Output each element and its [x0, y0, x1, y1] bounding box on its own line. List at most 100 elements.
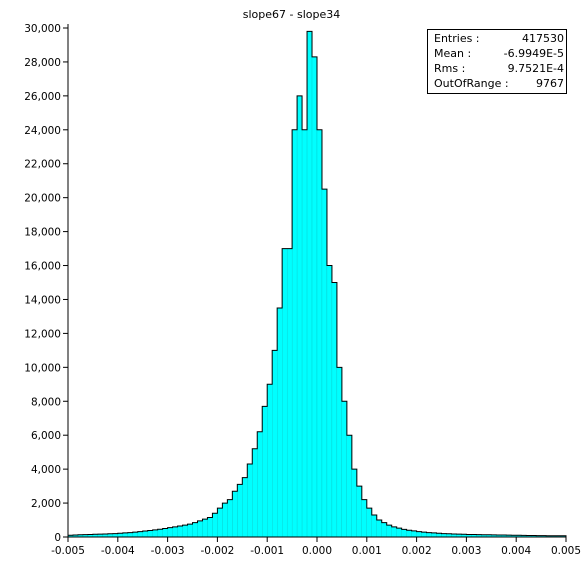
histogram-bar [341, 401, 348, 538]
histogram-bar [137, 531, 143, 538]
y-tick-label: 14,000 [24, 294, 61, 306]
stats-row-mean: Mean : -6.9949E-5 [434, 46, 564, 61]
histogram-bar [192, 522, 198, 538]
histogram-bar [421, 531, 427, 538]
histogram-bar [237, 484, 243, 538]
y-tick-label: 0 [54, 532, 61, 544]
histogram-bars [67, 30, 567, 538]
y-tick-label: 2,000 [31, 498, 61, 510]
histogram-bar [217, 508, 223, 538]
x-tick-label: 0.002 [402, 545, 432, 557]
x-tick-label: -0.002 [200, 545, 234, 557]
x-tick-label: 0.005 [551, 545, 581, 557]
histogram-bar [112, 533, 118, 538]
histogram-bar [326, 265, 333, 538]
histogram-bar [247, 463, 253, 538]
histogram-bar [371, 514, 377, 538]
histogram-bar [272, 350, 278, 538]
histogram-outline [67, 30, 567, 537]
histogram-bar [301, 129, 308, 538]
histogram-bar [361, 499, 367, 538]
histogram-bar [142, 530, 148, 538]
y-tick-label: 26,000 [24, 91, 61, 103]
histogram-bar [411, 530, 417, 538]
y-tick-label: 6,000 [31, 430, 61, 442]
histogram-bar [316, 129, 323, 538]
histogram-bar [366, 508, 372, 538]
stats-row-outofrange: OutOfRange : 9767 [434, 76, 564, 91]
x-tick-label: 0.004 [501, 545, 531, 557]
y-tick-label: 30,000 [24, 23, 61, 35]
histogram-bar [242, 477, 248, 538]
stats-value: 9767 [536, 77, 564, 90]
y-tick-label: 12,000 [24, 328, 61, 340]
histogram-bar [431, 532, 437, 538]
histogram-bar [346, 435, 352, 538]
histogram-bar [401, 529, 407, 538]
histogram-bar [351, 469, 357, 538]
histogram-bar [167, 527, 173, 538]
x-tick-label: 0.000 [302, 545, 332, 557]
y-tick-label: 24,000 [24, 125, 61, 137]
histogram-bar [277, 307, 283, 538]
histogram-bar [162, 528, 168, 538]
stats-value: 417530 [522, 32, 564, 45]
histogram-bar [202, 519, 208, 538]
stats-box: Entries : 417530 Mean : -6.9949E-5 Rms :… [427, 29, 567, 94]
histogram-bar [436, 533, 442, 538]
histogram-bar [207, 517, 213, 538]
histogram-bar [331, 282, 338, 538]
histogram-bar [321, 189, 328, 538]
stats-value: 9.7521E-4 [507, 62, 564, 75]
histogram-bar [182, 524, 188, 538]
stats-label: Rms : [434, 62, 466, 75]
x-tick-label: -0.003 [151, 545, 185, 557]
histogram-bar [157, 529, 163, 538]
histogram-bar [396, 528, 402, 538]
stats-label: OutOfRange : [434, 77, 509, 90]
stats-row-entries: Entries : 417530 [434, 31, 564, 46]
x-tick-label: 0.003 [451, 545, 481, 557]
y-tick-label: 18,000 [24, 227, 61, 239]
x-tick-label: -0.004 [101, 545, 135, 557]
histogram-bar [311, 56, 318, 538]
histogram-bar [391, 526, 397, 538]
histogram-bar [262, 406, 268, 538]
x-tick-label: -0.005 [51, 545, 85, 557]
histogram-bar [426, 532, 432, 538]
histogram-bar [406, 530, 412, 538]
histogram-bar [122, 532, 128, 538]
histogram-bar [306, 31, 313, 538]
histogram-bar [222, 502, 228, 538]
histogram-bar [177, 525, 183, 538]
histogram-bar [376, 519, 382, 538]
y-tick-label: 22,000 [24, 159, 61, 171]
histogram-bar [257, 431, 263, 538]
stats-label: Mean : [434, 47, 472, 60]
y-tick-label: 28,000 [24, 57, 61, 69]
histogram-bar [147, 530, 153, 538]
histogram-bar [356, 485, 362, 538]
histogram-bar [296, 95, 303, 538]
histogram-bar [291, 129, 298, 538]
x-tick-label: 0.001 [352, 545, 382, 557]
histogram-bar [197, 520, 203, 538]
histogram-bar [386, 524, 392, 538]
histogram-bar [212, 513, 218, 538]
histogram-bar [187, 523, 193, 538]
histogram-bar [416, 531, 422, 538]
y-tick-label: 20,000 [24, 193, 61, 205]
y-tick-label: 10,000 [24, 362, 61, 374]
histogram-bar [252, 448, 258, 538]
histogram-bar [336, 367, 343, 538]
chart-title: slope67 - slope34 [242, 8, 341, 21]
y-tick-label: 4,000 [31, 464, 61, 476]
y-tick-label: 8,000 [31, 396, 61, 408]
histogram-bar [132, 531, 138, 538]
histogram-bar [172, 526, 178, 538]
stats-value: -6.9949E-5 [503, 47, 564, 60]
histogram-bar [117, 533, 123, 538]
stats-row-rms: Rms : 9.7521E-4 [434, 61, 564, 76]
histogram-bar [441, 533, 447, 538]
